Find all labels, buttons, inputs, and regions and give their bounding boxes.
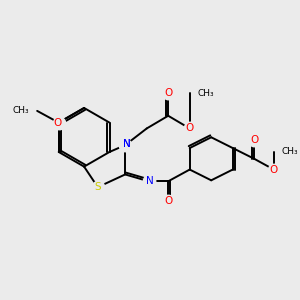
Text: N: N bbox=[123, 139, 131, 149]
Text: O: O bbox=[54, 118, 62, 128]
Text: S: S bbox=[94, 182, 101, 192]
Text: O: O bbox=[164, 196, 172, 206]
Text: CH₃: CH₃ bbox=[282, 148, 298, 157]
Text: N: N bbox=[146, 176, 154, 186]
Text: N: N bbox=[123, 139, 131, 149]
Text: O: O bbox=[270, 165, 278, 175]
Text: O: O bbox=[250, 135, 258, 145]
Text: CH₃: CH₃ bbox=[13, 106, 29, 116]
Text: O: O bbox=[164, 88, 172, 98]
Text: O: O bbox=[186, 124, 194, 134]
Text: CH₃: CH₃ bbox=[197, 89, 214, 98]
